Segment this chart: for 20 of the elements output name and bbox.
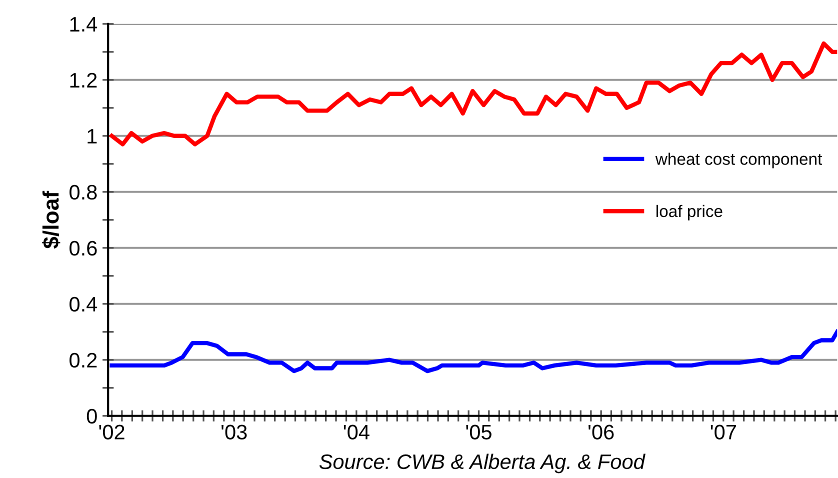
y-tick-label: 1.2 — [70, 72, 97, 88]
x-tick-label: '07 — [710, 424, 736, 440]
x-tick-label: '06 — [588, 424, 614, 440]
y-tick-label: 1 — [88, 129, 97, 144]
line-series — [110, 330, 838, 374]
y-tick-label: 0.2 — [70, 352, 97, 368]
x-tick-label: '05 — [466, 424, 492, 440]
x-tick-label: '04 — [344, 424, 370, 440]
y-tick-label: 0.6 — [70, 240, 97, 256]
legend-label: wheat cost component — [655, 152, 822, 168]
line-series — [110, 41, 838, 146]
legend-label: loaf price — [656, 204, 722, 220]
y-tick-label: 0.4 — [70, 296, 98, 312]
x-tick-label: '03 — [222, 424, 247, 440]
x-tick-label: '02 — [99, 424, 124, 440]
y-axis-title: $/loaf — [42, 190, 60, 249]
y-tick-label: 0.8 — [70, 184, 97, 200]
y-tick-label: 0 — [86, 408, 97, 424]
y-tick-label: 1.4 — [70, 17, 98, 32]
source-note: Source: CWB & Alberta Ag. & Food — [319, 454, 646, 474]
